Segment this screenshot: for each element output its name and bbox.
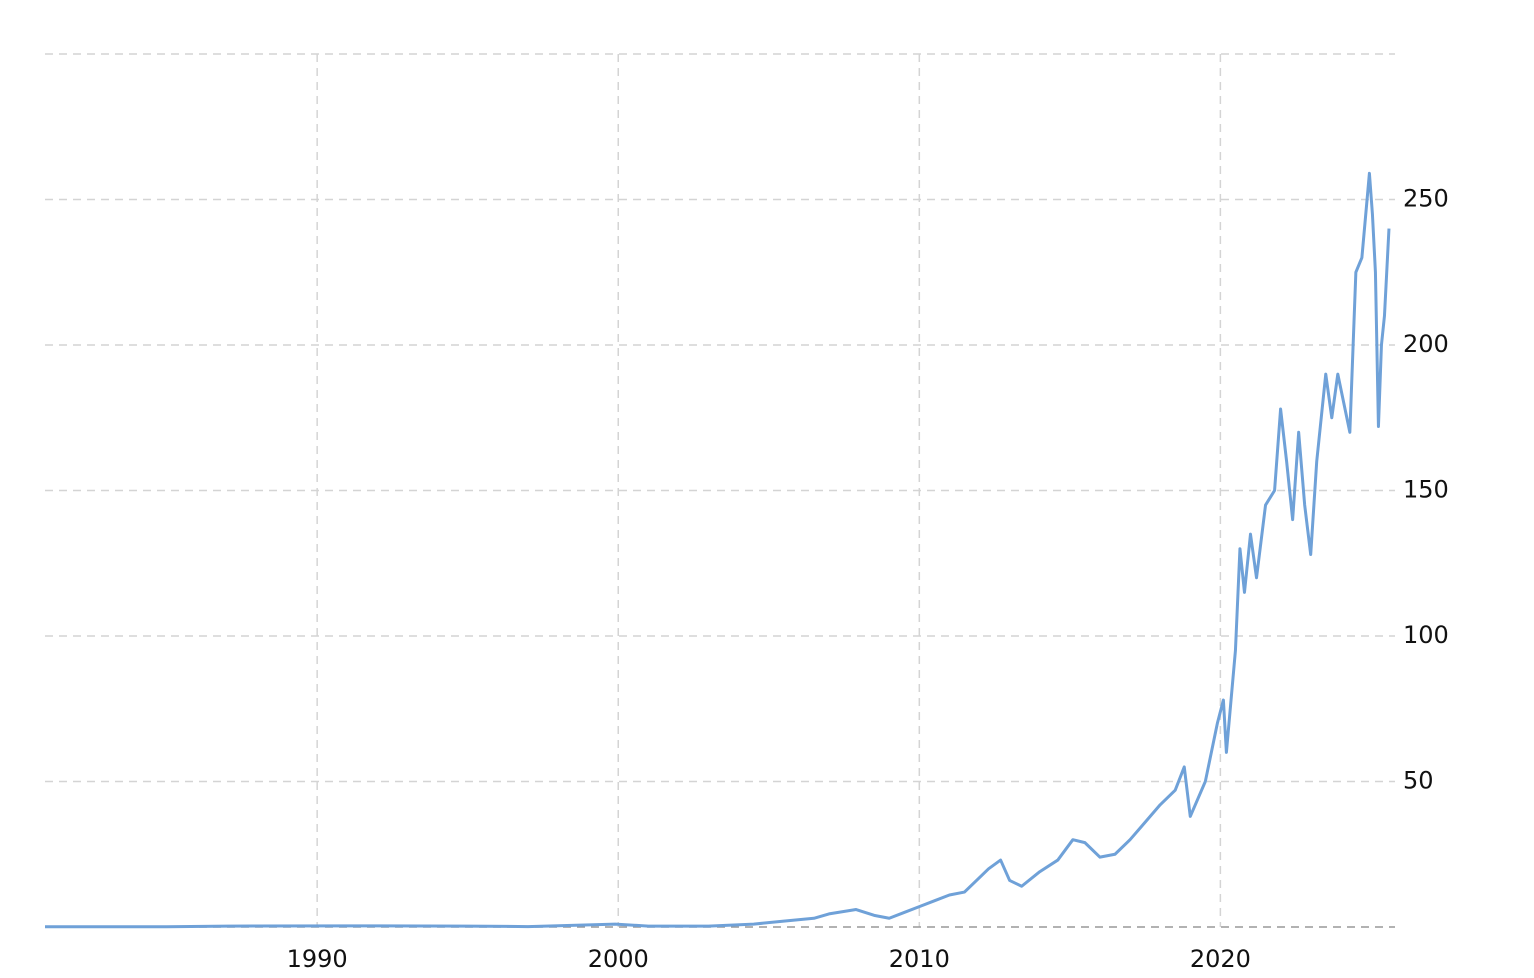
price-line	[45, 171, 1391, 929]
x-tick-label: 1990	[287, 945, 348, 973]
y-tick-label: 50	[1403, 767, 1434, 795]
y-tick-label: 150	[1403, 476, 1449, 504]
y-tick-label: 250	[1403, 185, 1449, 213]
y-tick-label: 200	[1403, 330, 1449, 358]
y-tick-label: 100	[1403, 621, 1449, 649]
x-tick-label: 2000	[588, 945, 649, 973]
x-tick-label: 2020	[1190, 945, 1251, 973]
x-tick-label: 2010	[889, 945, 950, 973]
